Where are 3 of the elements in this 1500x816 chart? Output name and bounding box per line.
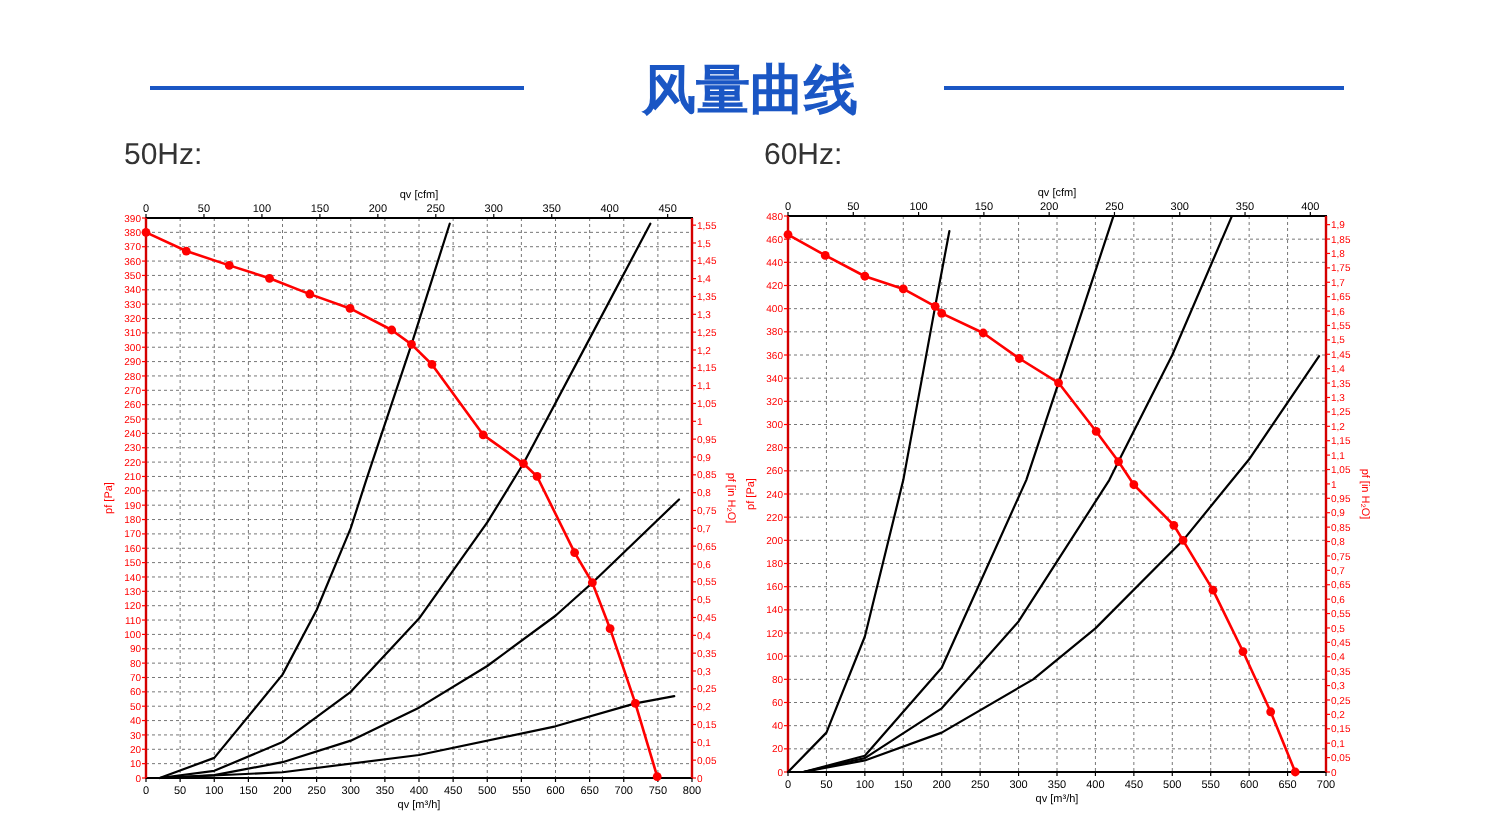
chart-subtitle: 50Hz: [124, 138, 203, 172]
chart-subtitle: 60Hz: [764, 138, 843, 172]
chart-title: 风量曲线 [640, 60, 858, 120]
